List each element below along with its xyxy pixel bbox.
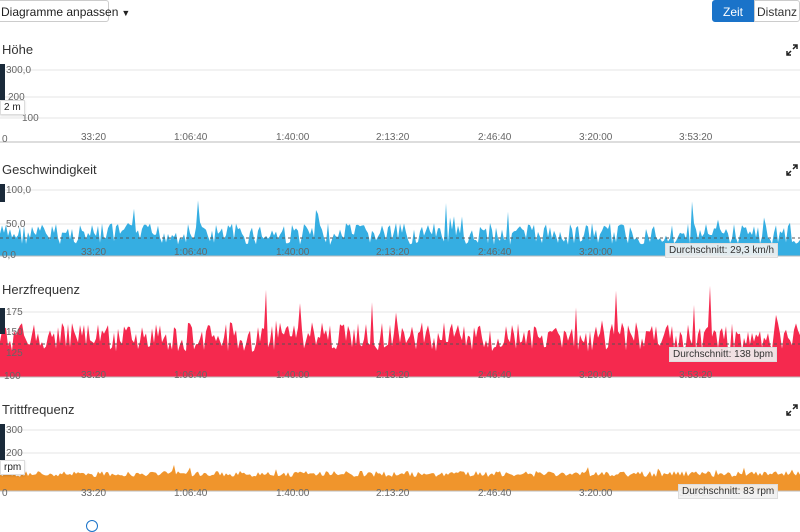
speed-title: Geschwindigkeit — [2, 162, 97, 177]
caret-down-icon: ▼ — [121, 8, 131, 18]
x-tick-label: 33:20 — [81, 247, 106, 258]
heartrate-title: Herzfrequenz — [2, 282, 81, 297]
x-tick-label: 1:40:00 — [276, 488, 310, 499]
y-zero-label: 0 — [2, 488, 8, 499]
gridlines — [0, 429, 800, 454]
speed-area — [0, 200, 800, 256]
x-tick-label: 1:40:00 — [276, 370, 310, 381]
speed-chart[interactable]: 100,0 50,0 0,0 33:20 1:06:40 1:40:00 2:13:2… — [0, 182, 800, 280]
x-tick-label: 2:13:20 — [376, 488, 410, 499]
y-tick-label: 200 — [8, 92, 25, 103]
x-tick-label: 2:13:20 — [376, 247, 410, 258]
heartrate-area — [0, 285, 800, 377]
x-tick-label: 1:40:00 — [276, 132, 310, 143]
y-tick-label: 100,0 — [6, 185, 31, 196]
segment-distance-button[interactable]: Distanz — [754, 0, 800, 22]
y-tick-label: 125 — [6, 348, 23, 359]
x-tick-group: 33:20 1:06:40 1:40:00 2:13:20 2:46:40 3:20:00… — [81, 132, 713, 143]
y-zero-label: 0,0 — [2, 250, 16, 261]
heartrate-panel: Herzfrequenz 175 150 125 100 33:20 1:06:4… — [0, 282, 800, 400]
y-axis-marker — [0, 64, 5, 100]
y-zero-label: 100 — [4, 371, 21, 382]
expand-icon[interactable] — [786, 164, 798, 176]
cadence-area — [0, 464, 800, 491]
x-tick-label: 2:46:40 — [478, 370, 512, 381]
y-tick-label: 300,0 — [6, 65, 31, 76]
y-zero-label: 0 — [2, 134, 8, 145]
expand-icon[interactable] — [786, 404, 798, 416]
y-axis-marker — [0, 308, 5, 334]
cadence-panel: Trittfrequenz 300 200 0 33:20 1:06:40 1:40… — [0, 402, 800, 520]
y-tick-label: 200 — [6, 448, 23, 459]
x-tick-label: 2:46:40 — [478, 132, 512, 143]
x-tick-label: 1:40:00 — [276, 247, 310, 258]
x-tick-label: 33:20 — [81, 132, 106, 143]
x-tick-label: 3:20:00 — [579, 247, 613, 258]
x-tick-label: 1:06:40 — [174, 488, 208, 499]
y-axis-marker — [0, 424, 5, 460]
x-tick-label: 1:06:40 — [174, 370, 208, 381]
customize-charts-dropdown[interactable]: Diagramme anpassen ▼ — [0, 0, 130, 22]
y-tick-label: 150 — [6, 327, 23, 338]
x-tick-label: 2:46:40 — [478, 247, 512, 258]
gridlines — [0, 69, 800, 119]
x-tick-group: 33:20 1:06:40 1:40:00 2:13:20 2:46:40 3:20:00… — [81, 370, 713, 381]
x-tick-label: 3:53:20 — [679, 132, 713, 143]
altitude-panel: Höhe 300,0 200 100 0 33:20 1:06:40 1:40:00… — [0, 42, 800, 160]
y-tick-label: 300 — [6, 425, 23, 436]
speed-average-label: Durchschnitt: 29,3 km/h — [665, 243, 779, 258]
gridlines — [0, 189, 800, 225]
info-icon[interactable] — [86, 520, 98, 532]
y-tick-label: 50,0 — [6, 219, 26, 230]
x-tick-label: 3:20:00 — [579, 488, 613, 499]
x-tick-label: 1:06:40 — [174, 247, 208, 258]
y-axis-marker — [0, 184, 5, 202]
cadence-unit-tooltip: rpm — [0, 460, 26, 475]
cadence-chart[interactable]: 300 200 0 33:20 1:06:40 1:40:00 2:13:20 2:46… — [0, 422, 800, 520]
altitude-unit-tooltip: 2 m — [0, 100, 25, 115]
x-tick-label: 3:20:00 — [579, 370, 613, 381]
cadence-average-label: Durchschnitt: 83 rpm — [678, 484, 779, 499]
x-tick-label: 2:13:20 — [376, 370, 410, 381]
altitude-title: Höhe — [2, 42, 34, 57]
segment-time-button[interactable]: Zeit — [712, 0, 754, 22]
x-tick-label: 2:13:20 — [376, 132, 410, 143]
altitude-chart[interactable]: 300,0 200 100 0 33:20 1:06:40 1:40:00 2:13:… — [0, 62, 800, 160]
expand-icon[interactable] — [786, 44, 798, 56]
y-tick-label: 100 — [22, 113, 39, 124]
x-tick-label: 3:53:20 — [679, 370, 713, 381]
x-tick-label: 2:46:40 — [478, 488, 512, 499]
speed-panel: Geschwindigkeit 100,0 50,0 0,0 33:20 1:06… — [0, 162, 800, 280]
heartrate-chart[interactable]: 175 150 125 100 33:20 1:06:40 1:40:00 2:13:… — [0, 285, 800, 400]
customize-charts-label: Diagramme anpassen — [1, 5, 119, 19]
y-tick-label: 175 — [6, 307, 23, 318]
x-tick-label: 33:20 — [81, 370, 106, 381]
x-tick-label: 1:06:40 — [174, 132, 208, 143]
x-tick-label: 3:20:00 — [579, 132, 613, 143]
top-toolbar: Diagramme anpassen ▼ Zeit Distanz — [0, 0, 800, 24]
heartrate-average-label: Durchschnitt: 138 bpm — [669, 347, 778, 362]
x-tick-label: 33:20 — [81, 488, 106, 499]
cadence-title: Trittfrequenz — [2, 402, 75, 417]
